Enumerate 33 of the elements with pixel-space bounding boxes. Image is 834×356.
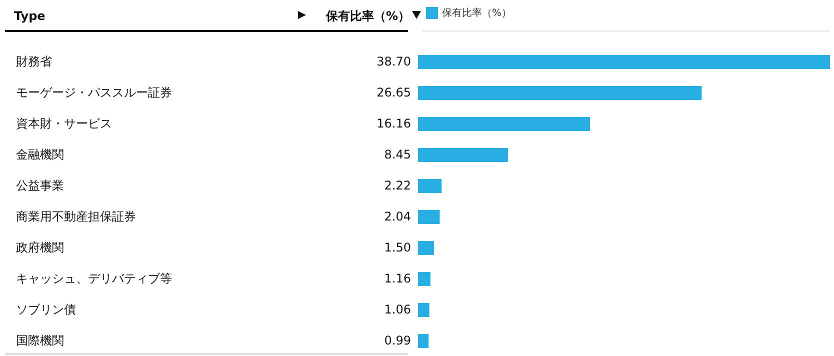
bar [418,148,508,162]
data-label: 1.16 [384,272,411,286]
bar [418,179,442,193]
data-label: 0.99 [384,334,411,348]
data-label: 8.45 [384,148,411,162]
y-tick-label: 金融機関 [16,148,64,162]
bar [418,272,430,286]
y-tick-label: 政府機関 [16,240,64,254]
bar [418,117,590,131]
legend-label: 保有比率（%） [442,8,512,19]
x-axis-title: 保有比率（%） [325,9,410,23]
data-label: 38.70 [376,54,411,68]
y-tick-label: 公益事業 [16,178,64,192]
bar [418,55,830,69]
y-tick-label: ソブリン債 [16,302,76,316]
bar [418,334,429,348]
data-label: 1.06 [384,302,411,316]
y-tick-label: 国際機関 [16,334,64,348]
y-tick-label: 商業用不動産担保証券 [16,210,136,224]
y-tick-label: 資本財・サービス [16,116,112,130]
bar [418,210,440,224]
data-label: 2.04 [384,210,411,224]
data-label: 16.16 [376,116,411,130]
y-tick-label: 財務省 [16,54,52,68]
bar [418,86,702,100]
data-label: 1.50 [384,240,411,254]
y-tick-label: モーゲージ・パススルー証券 [16,86,172,100]
data-label: 2.22 [384,178,411,192]
bar [418,241,434,255]
y-axis-title: Type [14,9,46,23]
y-tick-label: キャッシュ、デリバティブ等 [16,272,172,286]
data-label: 26.65 [376,86,411,100]
bar [418,303,430,317]
